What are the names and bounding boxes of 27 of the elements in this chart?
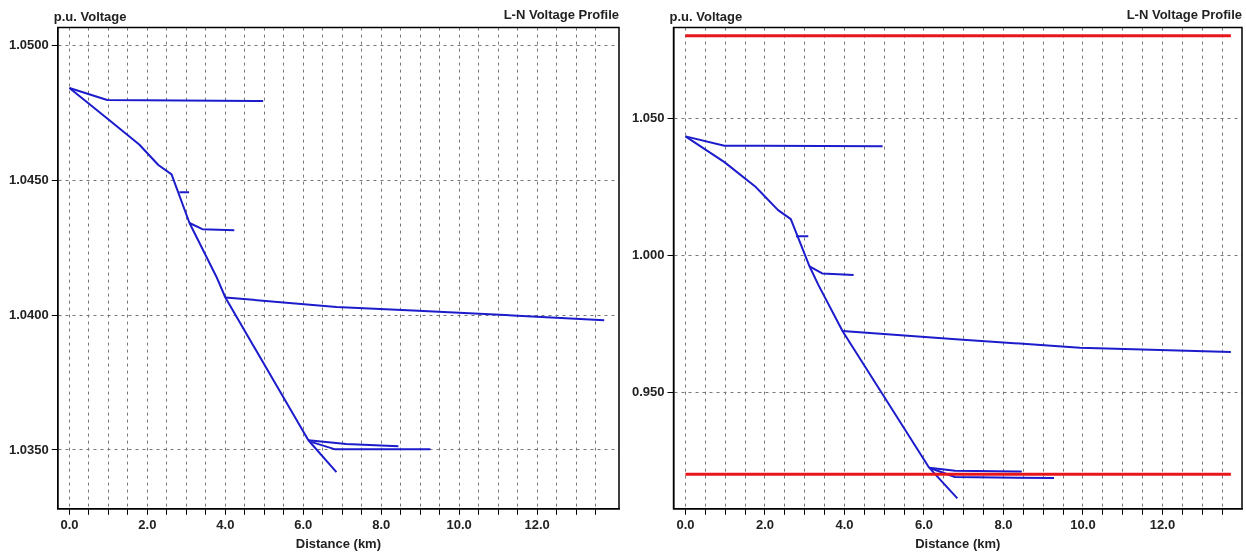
x-axis-title: Distance (km) xyxy=(915,535,1001,551)
x-tick-label: 8.0 xyxy=(994,517,1013,533)
x-axis-title: Distance (km) xyxy=(295,535,382,551)
chart-title: L-N Voltage Profile xyxy=(1126,7,1242,23)
y-tick-label: 1.0450 xyxy=(9,171,49,187)
y-tick-label: 0.950 xyxy=(631,383,665,399)
x-tick-label: 2.0 xyxy=(138,517,157,533)
x-tick-label: 10.0 xyxy=(446,517,472,533)
y-tick-label: 1.0350 xyxy=(9,441,49,457)
x-tick-label: 12.0 xyxy=(1149,517,1176,533)
y-tick-label: 1.0400 xyxy=(9,306,49,322)
y-axis-title: p.u. Voltage xyxy=(53,8,127,24)
x-tick-label: 4.0 xyxy=(835,517,854,533)
x-tick-label: 12.0 xyxy=(524,517,550,533)
y-axis-title: p.u. Voltage xyxy=(669,8,743,24)
y-tick-label: 1.050 xyxy=(631,109,665,125)
y-tick-label: 1.000 xyxy=(631,246,665,262)
x-tick-label: 6.0 xyxy=(914,517,934,533)
x-tick-label: 2.0 xyxy=(755,517,774,533)
x-tick-label: 4.0 xyxy=(216,517,235,533)
x-tick-label: 8.0 xyxy=(372,517,391,533)
x-tick-label: 0.0 xyxy=(676,517,695,533)
x-tick-label: 6.0 xyxy=(294,517,313,533)
chart-title: L-N Voltage Profile xyxy=(503,7,619,23)
y-tick-label: 1.0500 xyxy=(9,36,49,52)
x-tick-label: 10.0 xyxy=(1070,517,1096,533)
x-tick-label: 0.0 xyxy=(60,517,79,533)
